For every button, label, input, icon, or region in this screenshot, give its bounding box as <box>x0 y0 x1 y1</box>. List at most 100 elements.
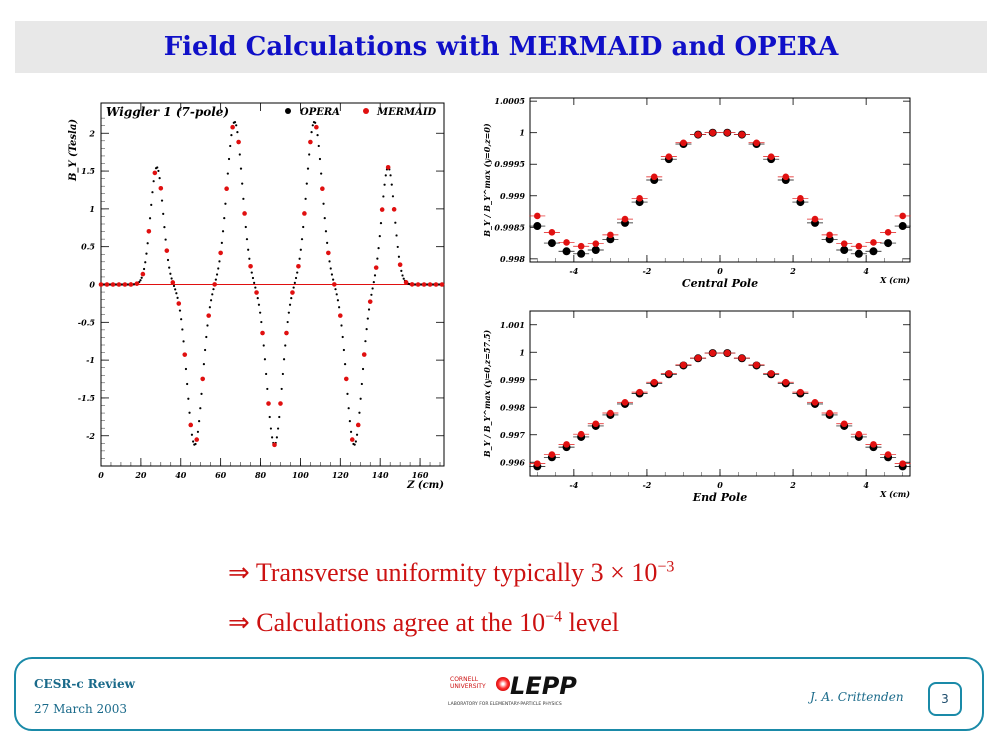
plot3-mermaid-point <box>636 388 643 396</box>
plot1-opera-point <box>248 257 251 260</box>
plot1-opera-point <box>221 230 225 233</box>
plot1-opera-point <box>298 257 301 260</box>
plot3-mermaid-point <box>899 460 906 467</box>
plot1-opera-point <box>162 212 165 215</box>
plot1-opera-point <box>256 297 259 300</box>
plot2-opera-point <box>591 246 600 255</box>
plot1-mermaid-point <box>373 265 379 270</box>
plot1-mermaid-point <box>391 207 397 212</box>
plot1-opera-point <box>395 234 398 237</box>
plot1-opera-point <box>324 230 328 233</box>
plot1-mermaid-point <box>218 250 223 256</box>
plot2-xunit: X (cm) <box>879 275 910 285</box>
plot2-mermaid-point <box>782 173 790 181</box>
plot1-opera-point <box>284 344 287 347</box>
plot1-mermaid-point <box>242 211 247 216</box>
plot1-opera-point <box>332 278 335 281</box>
plot1-opera-point <box>366 317 369 320</box>
plot1-opera-point <box>296 271 299 274</box>
plot1-opera-point <box>268 415 271 419</box>
plot1-mermaid-point <box>439 282 445 287</box>
plot1-mermaid-point <box>266 401 271 406</box>
plot1-ytick-label: -0.5 <box>78 317 96 327</box>
plot3-mermaid-point <box>577 430 585 438</box>
plot1-opera-point <box>397 255 401 258</box>
plot1-opera-point <box>305 182 308 185</box>
plot1-opera-point <box>269 427 273 430</box>
plot1-mermaid-point <box>230 124 235 130</box>
plot3-xtick-label: 2 <box>789 480 796 490</box>
legend-mermaid-marker <box>363 108 369 114</box>
plot1-opera-point <box>229 144 232 148</box>
plot3-mermaid-point <box>709 349 716 357</box>
plot1-mermaid-point <box>314 124 319 130</box>
plot2-mermaid-point <box>650 173 658 181</box>
plot1-ytick-label: 2 <box>88 128 95 138</box>
footer-frame <box>14 657 984 731</box>
plot2-mermaid-point <box>753 139 760 147</box>
plot1-opera-point <box>166 258 170 262</box>
plot1-opera-point <box>205 335 208 339</box>
plot1-opera-point <box>376 257 379 260</box>
plot1-xtick-label: 160 <box>412 470 429 480</box>
plot1-opera-point <box>280 387 283 391</box>
plot1-opera-point <box>390 183 393 186</box>
plot1-opera-point <box>326 241 329 244</box>
plot1-mermaid-point <box>296 263 301 269</box>
plot1-opera-point <box>278 415 281 419</box>
plot2-mermaid-point <box>592 240 600 248</box>
plot1-xtick-label: 0 <box>98 470 104 480</box>
plot1-opera-point <box>342 348 345 352</box>
plot3-ytick-label: 0.998 <box>500 402 525 412</box>
plot1-opera-point <box>251 276 255 280</box>
plot2-mermaid-point <box>694 131 702 138</box>
plot3-mermaid-point <box>650 378 658 386</box>
plot1-opera-point <box>235 124 238 127</box>
plot1-xtick-label: 80 <box>255 470 267 480</box>
plot1-opera-point <box>140 276 143 279</box>
plot2-ylabel: B_Y / B_Y^max (y=0,z=0) <box>482 123 492 238</box>
plot1-mermaid-point <box>170 280 176 285</box>
plot1-mermaid-point <box>260 330 265 336</box>
plot1-opera-point <box>336 299 340 302</box>
plot1-mermaid-point <box>433 282 439 287</box>
plot1-opera-point <box>263 358 267 361</box>
plot1-mermaid-point <box>308 139 313 145</box>
plot2-mermaid-point <box>577 242 585 250</box>
plot1-opera-point <box>212 288 215 291</box>
bullet-arrow: ⇒ <box>228 558 250 587</box>
plot1-mermaid-point <box>110 282 116 287</box>
plot1-opera-point <box>314 121 317 124</box>
plot1-opera-point <box>187 397 190 400</box>
plot2-frame <box>529 97 911 263</box>
plot2-ytick-label: 1 <box>519 128 525 138</box>
plot1-opera-point <box>323 217 326 220</box>
plot2-mermaid-point <box>840 240 848 248</box>
plot2-xtick-label: -2 <box>642 266 651 276</box>
plot1-mermaid-point <box>290 290 295 295</box>
plot1-opera-point <box>320 172 323 175</box>
plot1-opera-point <box>239 167 243 170</box>
plot1-xtick-label: 140 <box>372 470 389 480</box>
plot2-ytick-label: 0.9995 <box>494 159 525 169</box>
plot3-mermaid-point <box>884 451 892 458</box>
plot1-mermaid-point <box>206 313 211 318</box>
plot1-opera-point <box>238 153 241 156</box>
plot1-opera-point <box>402 277 405 280</box>
plot1-mermaid-point <box>224 186 229 192</box>
plot1-opera-point <box>142 267 146 271</box>
plot2-mermaid-point <box>548 229 556 236</box>
bullet-agreement: ⇒ Calculations agree at the 10−4 level <box>228 608 619 638</box>
plot1-mermaid-point <box>128 282 134 287</box>
plot1-opera-point <box>275 436 278 439</box>
plot1-opera-point <box>214 278 217 281</box>
plot1-opera-point <box>372 281 375 284</box>
plot3-mermaid-point <box>724 349 731 357</box>
plot3-mermaid-point <box>840 420 848 428</box>
plot1-opera-point <box>276 427 280 430</box>
plot1-ytick-label: 0 <box>89 280 95 290</box>
plot1-opera-point <box>373 274 377 277</box>
plot1-opera-point <box>382 195 385 198</box>
plot1-opera-point <box>328 260 331 263</box>
bullet-text: Transverse uniformity typically 3 × 10 <box>255 558 658 587</box>
